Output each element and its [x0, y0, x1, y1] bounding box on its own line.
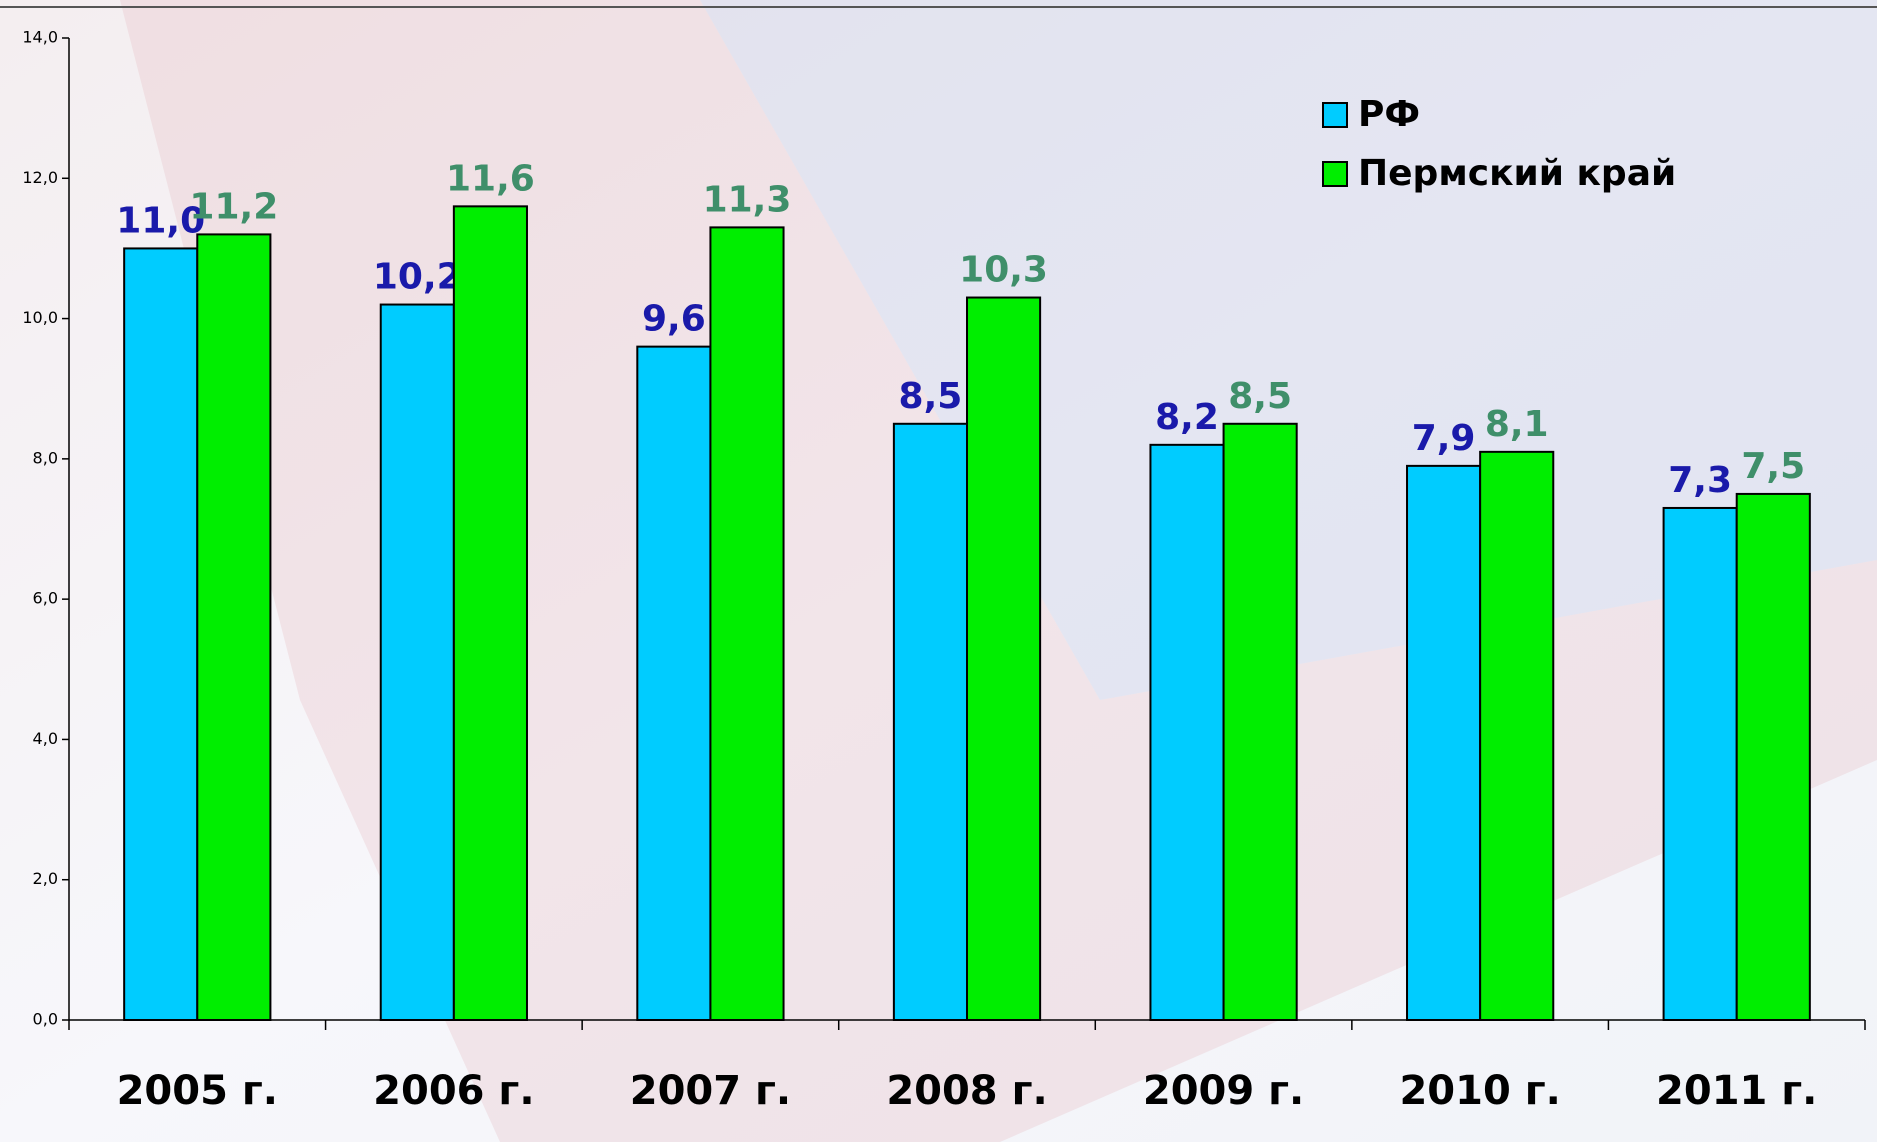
value-label: 11,2	[189, 186, 278, 227]
legend-label: РФ	[1358, 94, 1420, 135]
y-tick-label: 8,0	[33, 448, 58, 467]
legend-swatch	[1323, 103, 1347, 127]
y-tick-label: 4,0	[33, 729, 58, 748]
bar	[894, 424, 967, 1020]
x-tick-label: 2010 г.	[1399, 1068, 1560, 1114]
value-label: 9,6	[642, 299, 706, 340]
value-label: 10,3	[959, 250, 1048, 291]
x-tick-label: 2008 г.	[886, 1068, 1047, 1114]
y-tick-label: 10,0	[22, 308, 58, 327]
value-label: 8,5	[899, 376, 963, 417]
x-tick-label: 2009 г.	[1143, 1068, 1304, 1114]
bar	[710, 227, 783, 1020]
y-tick-label: 2,0	[33, 869, 58, 888]
bar	[1737, 494, 1810, 1020]
value-label: 8,2	[1155, 397, 1219, 438]
x-tick-label: 2007 г.	[630, 1068, 791, 1114]
bar	[637, 347, 710, 1020]
bar	[967, 298, 1040, 1020]
bar	[197, 234, 270, 1020]
chart: 0,02,04,06,08,010,012,014,02005 г.11,011…	[0, 0, 1877, 1142]
value-label: 8,1	[1485, 404, 1549, 445]
y-tick-label: 12,0	[22, 168, 58, 187]
bar	[1150, 445, 1223, 1020]
value-label: 11,6	[446, 158, 535, 199]
value-label: 7,9	[1412, 418, 1476, 459]
bar	[454, 206, 527, 1020]
value-label: 8,5	[1228, 376, 1292, 417]
bar	[1664, 508, 1737, 1020]
x-tick-label: 2011 г.	[1656, 1068, 1817, 1114]
y-tick-label: 0,0	[33, 1010, 58, 1029]
legend-swatch	[1323, 162, 1347, 186]
x-tick-label: 2006 г.	[373, 1068, 534, 1114]
y-tick-label: 14,0	[22, 28, 58, 47]
bar	[124, 248, 197, 1020]
value-label: 10,2	[373, 257, 462, 298]
value-label: 7,3	[1668, 460, 1732, 501]
bar	[1480, 452, 1553, 1020]
value-label: 7,5	[1741, 446, 1805, 487]
x-tick-label: 2005 г.	[117, 1068, 278, 1114]
bar	[1224, 424, 1297, 1020]
y-tick-label: 6,0	[33, 589, 58, 608]
bar	[1407, 466, 1480, 1020]
value-label: 11,3	[703, 179, 792, 220]
bar	[381, 305, 454, 1020]
legend-label: Пермский край	[1358, 153, 1676, 194]
